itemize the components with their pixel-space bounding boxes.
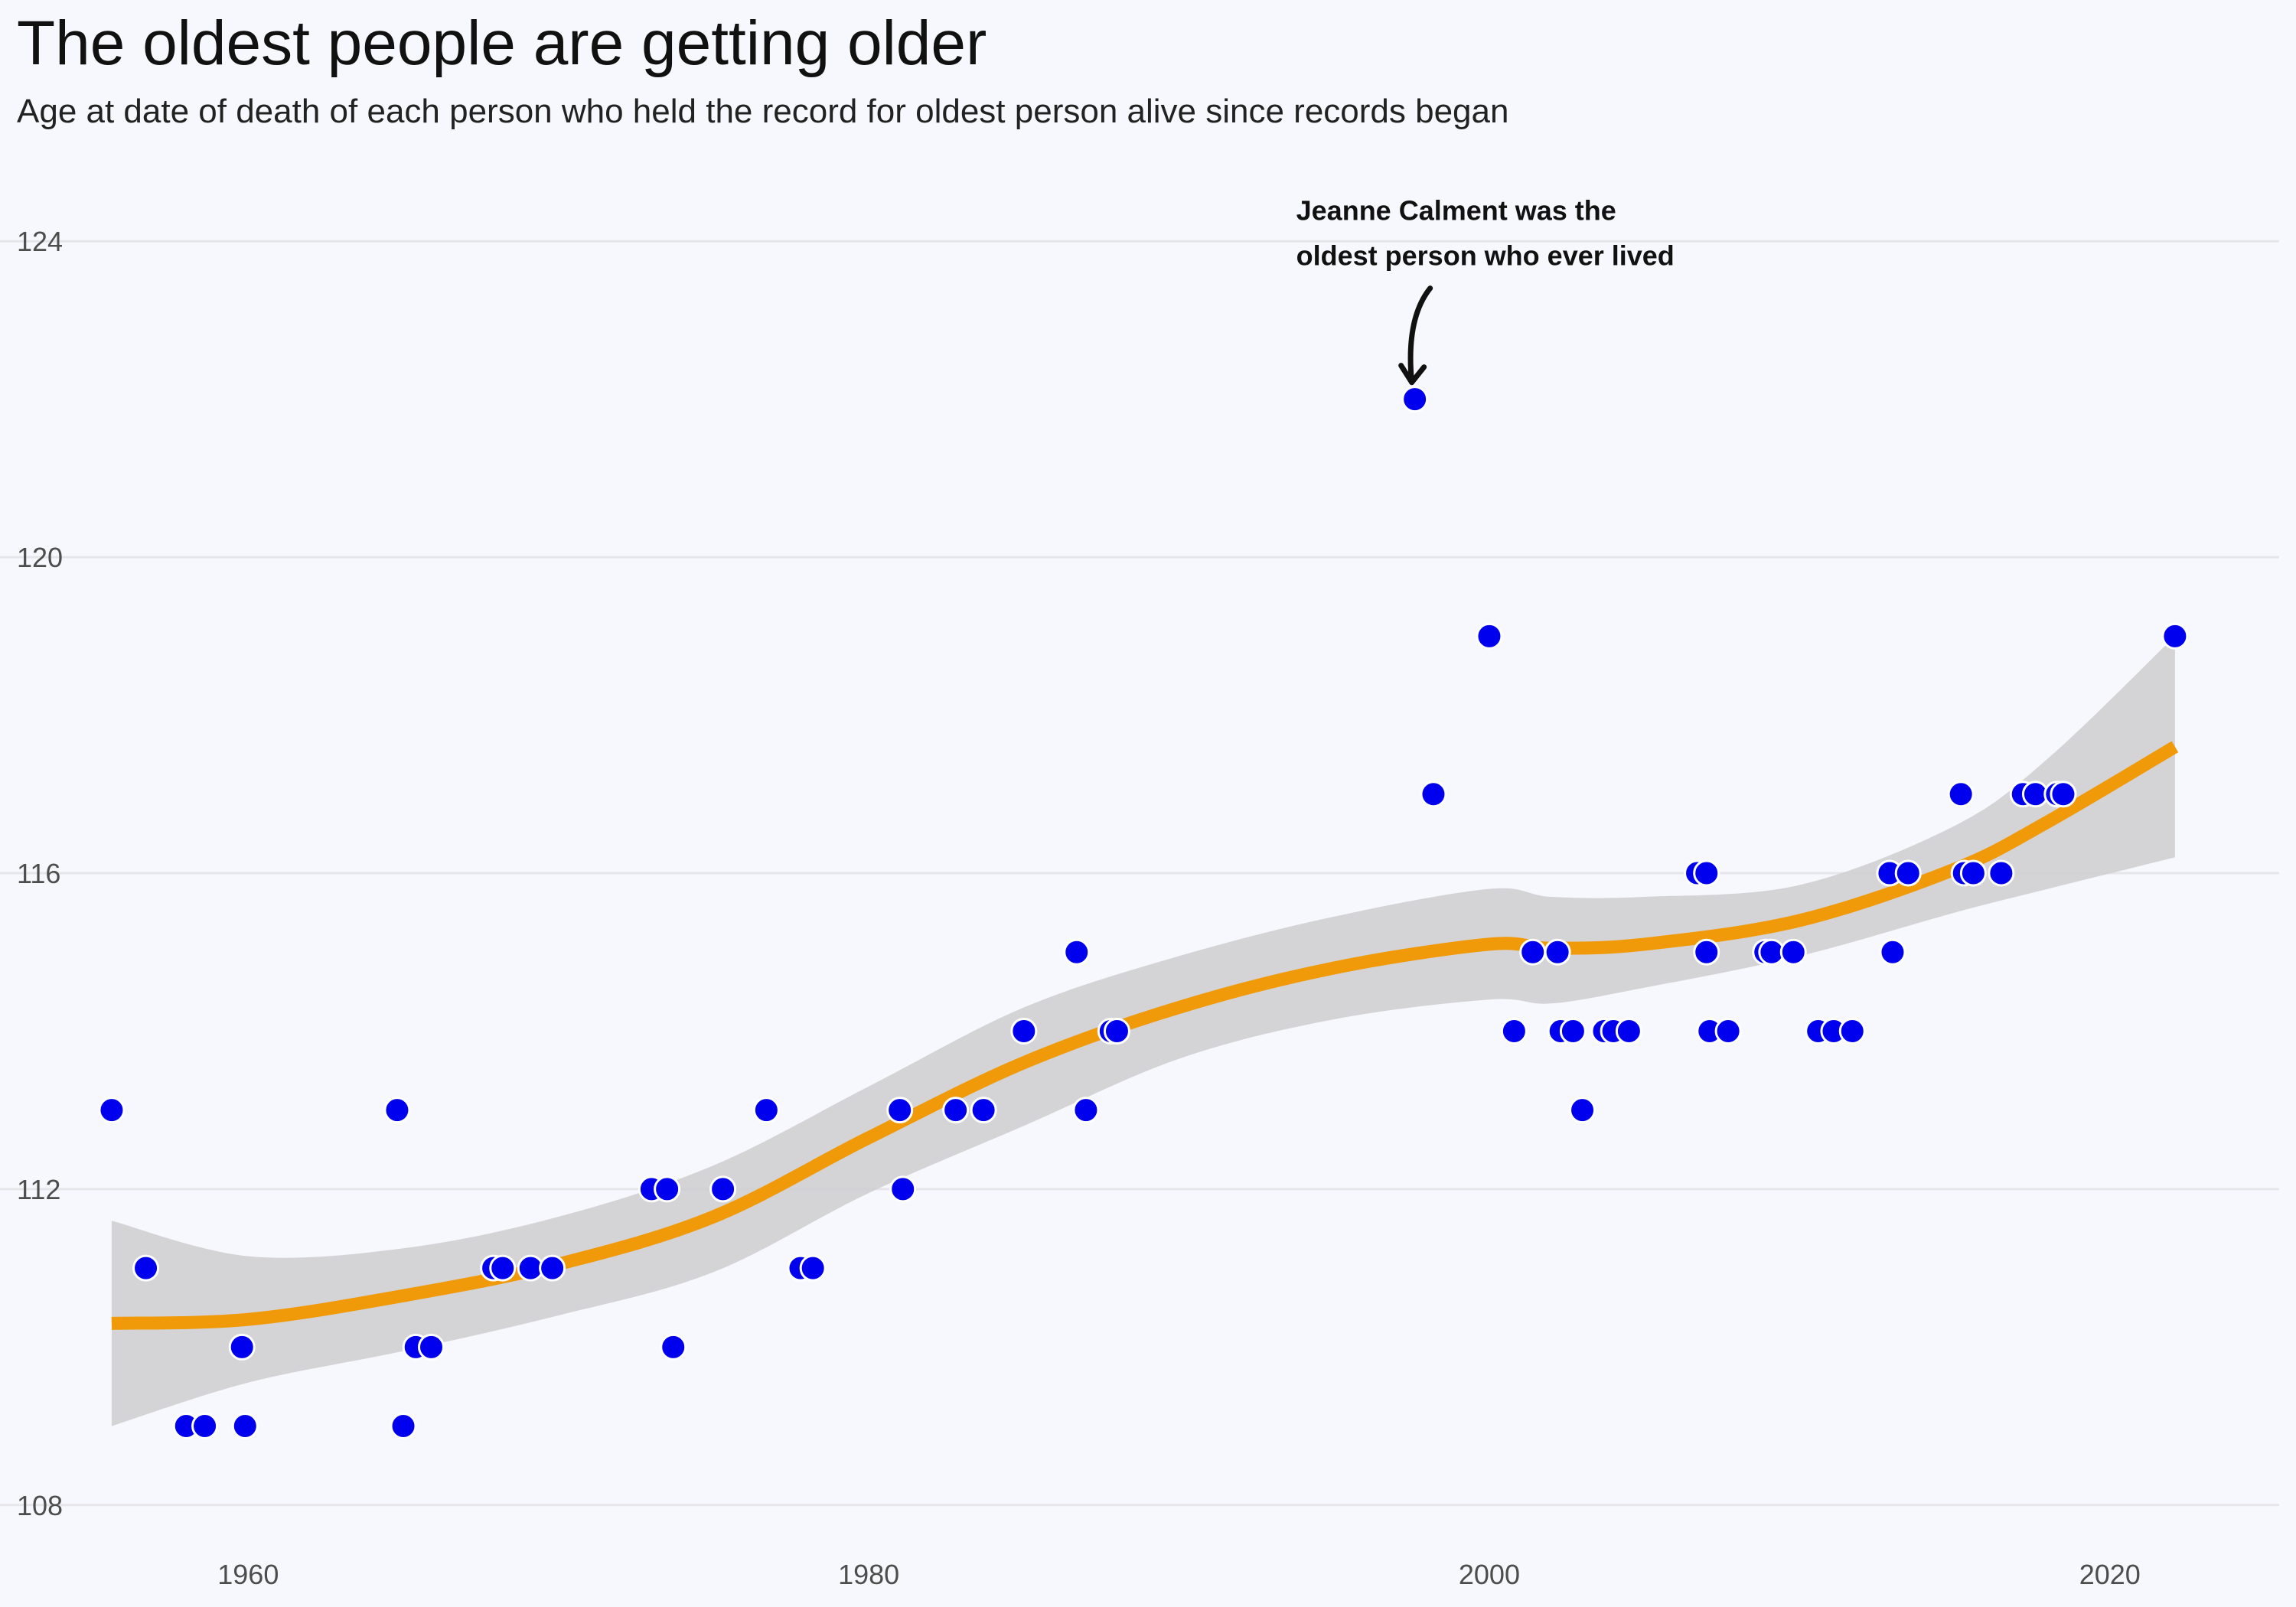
data-point — [942, 1097, 970, 1124]
data-point — [1103, 1017, 1130, 1045]
chart-title: The oldest people are getting older — [17, 8, 987, 78]
data-point — [1959, 859, 1987, 887]
confidence-ribbon-layer — [111, 636, 2175, 1426]
data-point — [654, 1175, 681, 1203]
data-point — [231, 1413, 259, 1440]
data-point — [1693, 859, 1720, 887]
data-point — [1947, 781, 1975, 808]
data-point — [418, 1333, 445, 1361]
data-point — [709, 1175, 737, 1203]
data-point — [191, 1413, 219, 1440]
x-axis-ticks: 1960 1980 2000 2020 — [217, 1559, 2141, 1590]
data-point — [539, 1254, 566, 1282]
trend-line — [111, 741, 2179, 1330]
data-point — [752, 1097, 780, 1124]
data-point — [660, 1333, 687, 1361]
data-point — [390, 1413, 417, 1440]
annotation-arrowhead — [1398, 363, 1427, 386]
data-point — [1519, 938, 1547, 966]
data-point — [132, 1254, 160, 1282]
data-point — [228, 1333, 256, 1361]
data-point — [1063, 938, 1091, 966]
y-tick-label: 112 — [17, 1174, 60, 1205]
data-point — [1894, 859, 1922, 887]
y-tick-label: 108 — [17, 1490, 63, 1521]
data-point — [886, 1097, 914, 1124]
data-point — [970, 1097, 997, 1124]
confidence-ribbon — [111, 636, 2175, 1426]
data-point — [1838, 1017, 1866, 1045]
data-point — [1500, 1017, 1528, 1045]
data-point — [1010, 1017, 1038, 1045]
x-tick-label: 1980 — [838, 1559, 899, 1590]
data-point — [1476, 622, 1503, 650]
x-tick-label: 2020 — [2079, 1559, 2141, 1590]
annotation-line-2: oldest person who ever lived — [1296, 240, 1675, 272]
data-point — [1779, 938, 1807, 966]
data-point — [1988, 859, 2015, 887]
y-tick-label: 124 — [17, 226, 63, 257]
data-point — [1072, 1097, 1100, 1124]
data-point — [98, 1097, 126, 1124]
data-point — [2161, 622, 2189, 650]
data-point — [489, 1254, 517, 1282]
annotation-arrow — [1407, 285, 1433, 386]
annotation: Jeanne Calment was the oldest person who… — [1296, 195, 1675, 386]
data-point — [2050, 781, 2077, 808]
data-point — [1615, 1017, 1642, 1045]
trend-line-layer — [111, 741, 2179, 1330]
data-point — [889, 1175, 917, 1203]
data-points — [98, 386, 2189, 1440]
data-point — [799, 1254, 827, 1282]
y-tick-label: 116 — [17, 858, 60, 889]
data-point — [1879, 938, 1906, 966]
data-point — [1420, 781, 1447, 808]
data-point — [1693, 938, 1720, 966]
chart-subtitle: Age at date of death of each person who … — [17, 93, 1509, 130]
annotation-line-1: Jeanne Calment was the — [1296, 195, 1616, 227]
data-point — [1559, 1017, 1587, 1045]
data-point — [1401, 386, 1429, 413]
data-point — [1544, 938, 1571, 966]
data-point — [1714, 1017, 1742, 1045]
data-point — [383, 1097, 411, 1124]
y-tick-label: 120 — [17, 542, 63, 573]
x-tick-label: 1960 — [217, 1559, 279, 1590]
x-tick-label: 2000 — [1459, 1559, 1520, 1590]
y-axis-ticks: 108 112 116 120 124 — [17, 226, 63, 1521]
data-point — [1569, 1097, 1596, 1124]
